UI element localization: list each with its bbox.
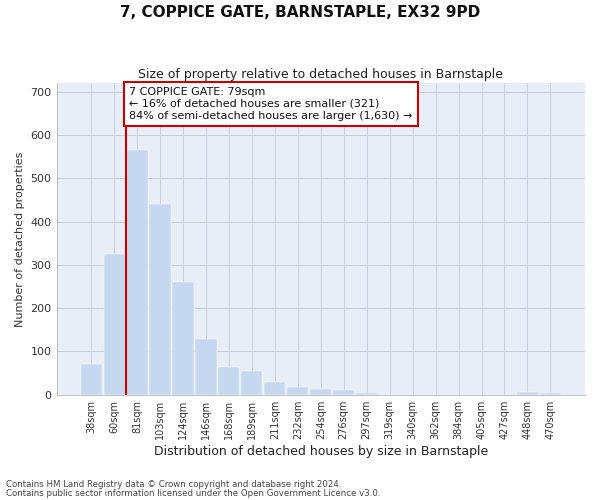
Text: Contains HM Land Registry data © Crown copyright and database right 2024.: Contains HM Land Registry data © Crown c… [6,480,341,489]
Bar [517,392,538,394]
Bar [196,340,217,394]
Bar [149,204,170,394]
Bar [264,382,286,394]
Bar [172,282,194,395]
Bar [218,366,239,394]
Title: Size of property relative to detached houses in Barnstaple: Size of property relative to detached ho… [138,68,503,80]
Text: 7, COPPICE GATE, BARNSTAPLE, EX32 9PD: 7, COPPICE GATE, BARNSTAPLE, EX32 9PD [120,5,480,20]
Bar [241,371,262,394]
Bar [540,392,561,394]
X-axis label: Distribution of detached houses by size in Barnstaple: Distribution of detached houses by size … [154,444,488,458]
Bar [333,390,354,394]
Bar [310,388,331,394]
Text: Contains public sector information licensed under the Open Government Licence v3: Contains public sector information licen… [6,488,380,498]
Text: 7 COPPICE GATE: 79sqm
← 16% of detached houses are smaller (321)
84% of semi-det: 7 COPPICE GATE: 79sqm ← 16% of detached … [129,88,413,120]
Bar [104,254,125,394]
Y-axis label: Number of detached properties: Number of detached properties [15,151,25,326]
Bar [80,364,101,394]
Bar [287,387,308,394]
Bar [127,150,148,394]
